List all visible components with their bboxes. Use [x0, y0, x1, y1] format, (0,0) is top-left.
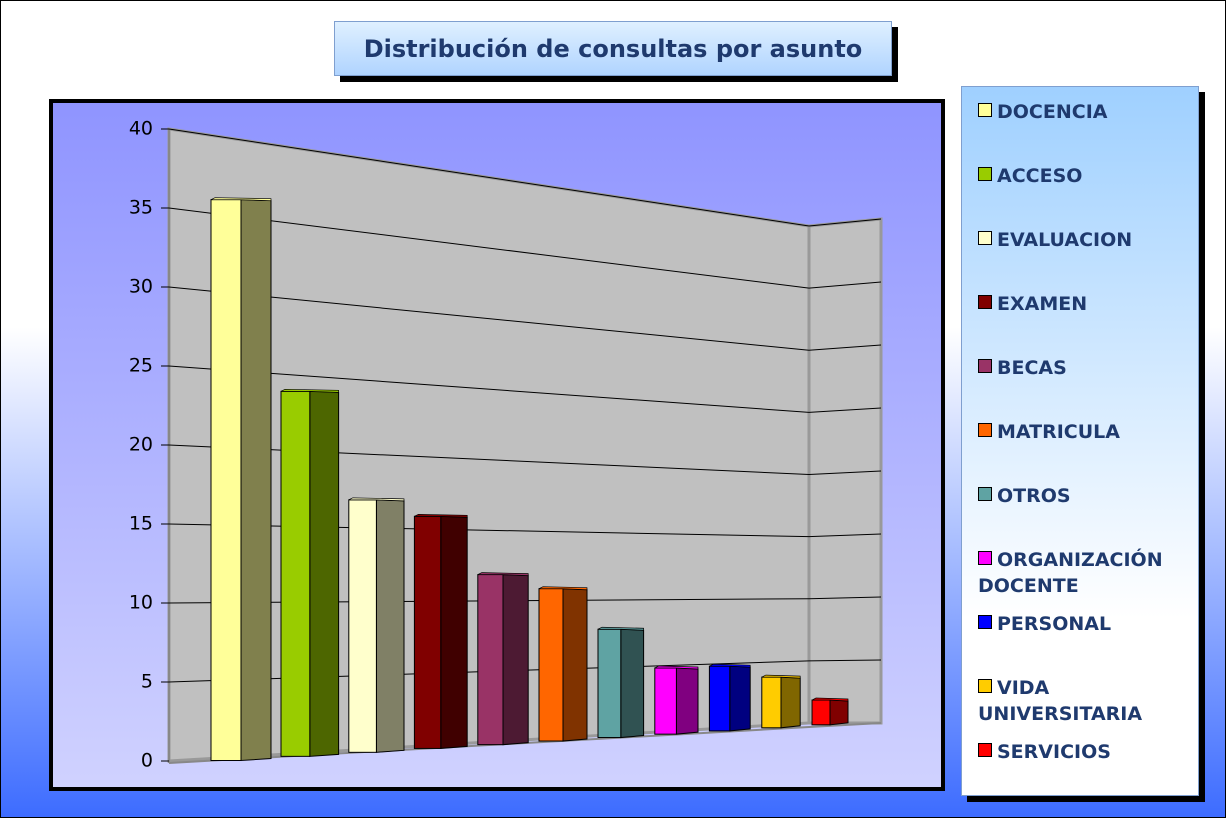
legend-label: EVALUACION	[997, 229, 1133, 251]
legend-item: MATRICULA	[978, 419, 1198, 445]
bar-side	[620, 628, 645, 739]
legend-swatch	[978, 615, 992, 629]
legend-item: ORGANIZACIÓN DOCENTE	[978, 547, 1198, 599]
y-tick-label: 5	[141, 671, 153, 693]
legend-label: SERVICIOS	[997, 741, 1111, 763]
bar-top	[538, 586, 588, 591]
legend-item: VIDA UNIVERSITARIA	[978, 675, 1198, 727]
bar-top	[414, 513, 468, 518]
bar-top	[811, 697, 849, 702]
side-wall	[807, 217, 883, 725]
legend-swatch	[978, 551, 992, 565]
legend-swatch	[978, 103, 992, 117]
legend-item: BECAS	[978, 355, 1198, 381]
bar-top	[597, 626, 644, 631]
bar-side	[780, 676, 801, 729]
bar-side	[240, 199, 272, 762]
legend-item: EXAMEN	[978, 291, 1198, 317]
grid-line	[168, 207, 810, 289]
legend-label: ORGANIZACIÓN DOCENTE	[978, 549, 1163, 597]
legend-label: EXAMEN	[997, 293, 1088, 315]
y-tick-label: 15	[129, 513, 153, 535]
bar	[708, 665, 731, 732]
legend-label: PERSONAL	[997, 613, 1112, 635]
bar-side	[375, 499, 405, 753]
bar-side	[562, 588, 588, 742]
legend-swatch	[978, 295, 992, 309]
grid-line	[168, 128, 810, 227]
legend-item: OTROS	[978, 483, 1198, 509]
grid-line	[168, 365, 810, 413]
bar-top	[654, 665, 699, 670]
grid-line	[808, 470, 882, 475]
legend-label: OTROS	[997, 485, 1071, 507]
bar	[210, 199, 242, 762]
bar-side	[829, 699, 849, 726]
bar-top	[477, 572, 529, 576]
y-tick-label: 20	[129, 434, 153, 456]
bar	[280, 390, 311, 757]
y-tick-label: 30	[129, 276, 153, 298]
bar	[538, 588, 564, 742]
bar	[811, 699, 831, 726]
legend-swatch	[978, 487, 992, 501]
bar	[654, 667, 677, 735]
bar-top	[210, 197, 272, 202]
legend-swatch	[978, 359, 992, 373]
bar-top	[709, 663, 751, 668]
bar	[348, 499, 377, 753]
grid-line	[808, 596, 882, 600]
grid-line	[808, 218, 882, 227]
bar	[761, 676, 782, 729]
y-tick-label: 40	[129, 118, 153, 140]
grid-line	[808, 407, 882, 413]
bar-side	[729, 665, 751, 732]
legend-item: ACCESO	[978, 163, 1198, 189]
legend-item: EVALUACION	[978, 227, 1198, 253]
grid-line	[808, 344, 882, 351]
legend-item: DOCENCIA	[978, 99, 1198, 125]
legend: DOCENCIA ACCESO EVALUACION EXAMEN BECAS MATRI…	[961, 86, 1199, 796]
grid-line	[808, 659, 882, 662]
legend-label: BECAS	[997, 357, 1067, 379]
grid-line	[168, 523, 810, 538]
legend-item: SERVICIOS	[978, 739, 1198, 765]
chart-title: Distribución de consultas por asunto	[334, 21, 892, 76]
legend-swatch	[978, 231, 992, 245]
grid-line	[168, 444, 810, 475]
bar	[597, 628, 622, 739]
legend-swatch	[978, 167, 992, 181]
legend-label: ACCESO	[997, 165, 1083, 187]
legend-swatch	[978, 423, 992, 437]
y-tick-label: 0	[141, 750, 153, 772]
bar-side	[440, 515, 468, 749]
legend-label: MATRICULA	[997, 421, 1120, 443]
bar-side	[309, 390, 340, 757]
bar-side	[502, 574, 529, 746]
grid-line	[808, 281, 882, 289]
y-tick-label: 35	[129, 197, 153, 219]
legend-swatch	[978, 679, 992, 693]
legend-item: PERSONAL	[978, 611, 1198, 637]
legend-label: DOCENCIA	[997, 101, 1108, 123]
bar-top	[761, 674, 801, 679]
y-tick-label: 10	[129, 592, 153, 614]
legend-swatch	[978, 743, 992, 757]
grid-line	[168, 286, 810, 351]
y-tick-label: 25	[129, 355, 153, 377]
bar	[477, 574, 504, 746]
legend-label: VIDA UNIVERSITARIA	[978, 677, 1143, 725]
bar	[413, 515, 442, 749]
bar-top	[348, 497, 405, 502]
grid-line	[808, 533, 882, 538]
bar-side	[675, 667, 699, 735]
bar-top	[280, 388, 339, 393]
